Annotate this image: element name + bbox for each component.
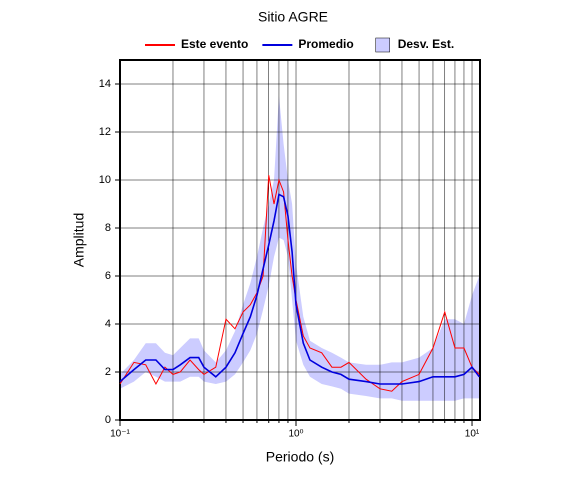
x-tick-label: 10⁻¹ xyxy=(110,429,130,440)
line-series xyxy=(119,175,480,392)
legend-swatch xyxy=(375,37,390,53)
y-tick-label: 12 xyxy=(99,126,111,138)
y-tick-label: 6 xyxy=(105,270,111,282)
y-tick-label: 8 xyxy=(105,222,111,234)
legend-label: Desv. Est. xyxy=(398,37,454,51)
y-tick-label: 4 xyxy=(105,318,111,330)
y-axis-label: Amplitud xyxy=(71,213,87,267)
y-tick-label: 10 xyxy=(99,174,111,186)
x-tick-label: 10⁰ xyxy=(288,429,303,440)
x-axis-label: Periodo (s) xyxy=(266,449,334,465)
chart-title: Sitio AGRE xyxy=(258,9,328,25)
y-tick-label: 0 xyxy=(105,414,111,426)
y-tick-label: 2 xyxy=(105,366,111,378)
legend-label: Promedio xyxy=(298,37,353,51)
legend-label: Este evento xyxy=(181,37,248,51)
std-band xyxy=(120,96,480,401)
line-series xyxy=(119,193,480,385)
x-tick-label: 10¹ xyxy=(465,429,480,440)
plot-frame xyxy=(119,59,481,421)
y-tick-label: 14 xyxy=(99,78,111,90)
